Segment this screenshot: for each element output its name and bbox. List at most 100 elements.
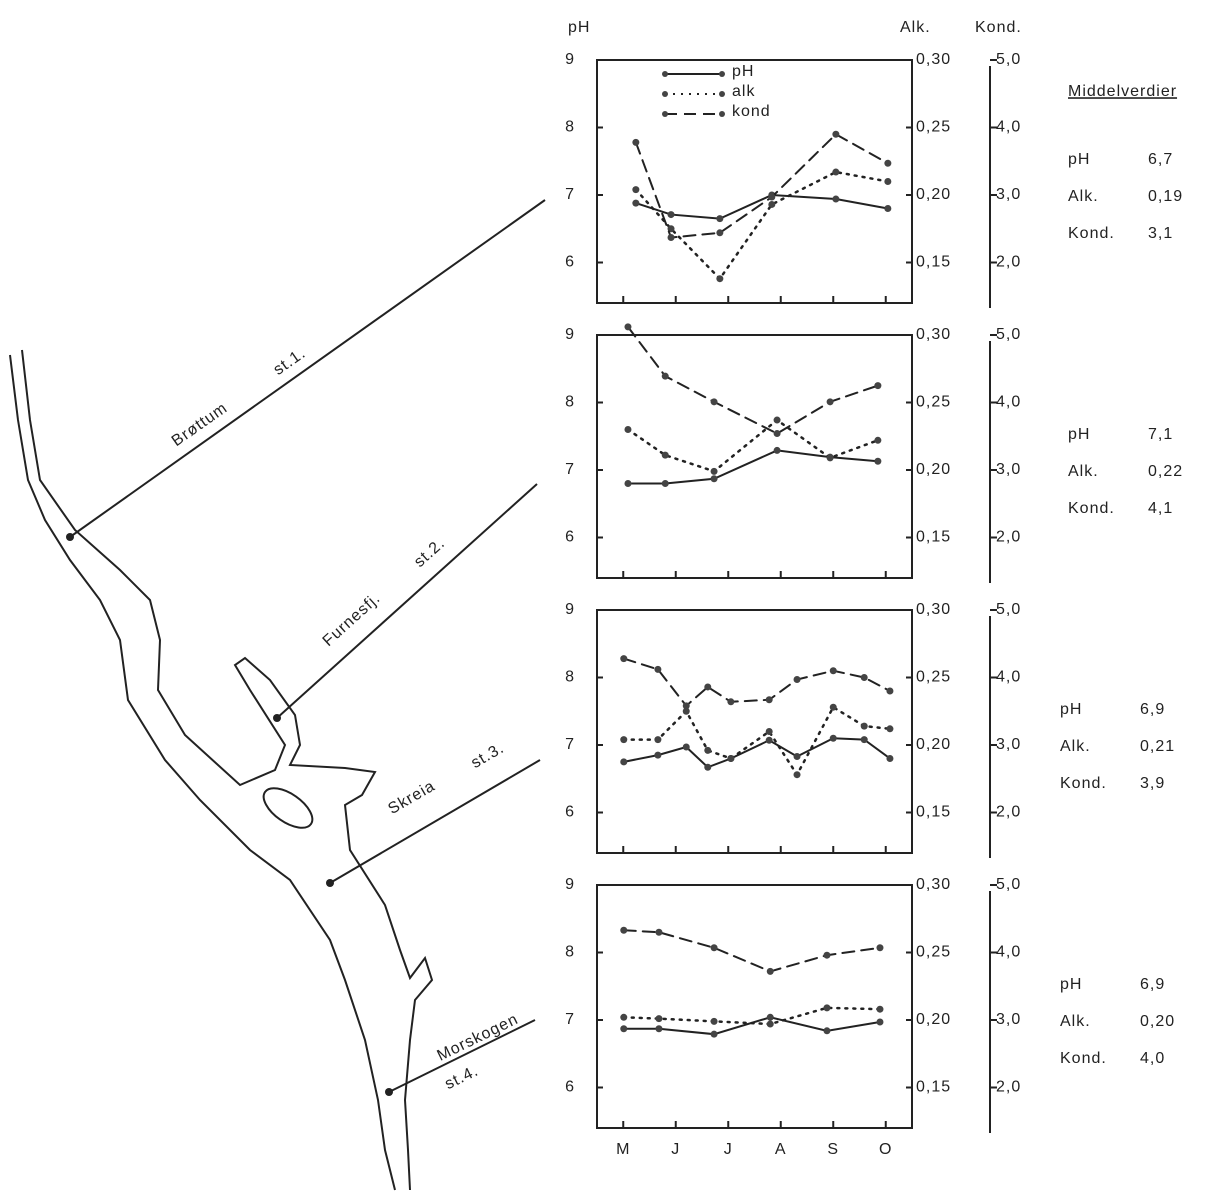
y2-tick-label: 0,15 xyxy=(916,254,951,271)
x-tick-label: J xyxy=(671,1141,680,1158)
data-point xyxy=(667,234,675,242)
station-line xyxy=(69,199,546,538)
x-tick-label: M xyxy=(616,1141,630,1158)
series-line xyxy=(622,705,892,778)
data-point xyxy=(829,703,837,711)
data-point xyxy=(620,758,628,766)
data-point xyxy=(832,130,840,138)
summary-label: pH xyxy=(1060,976,1082,993)
y3-tick-label: 4,0 xyxy=(996,944,1021,961)
y-tick-label: 6 xyxy=(565,804,575,821)
y2-tick-label: 0,20 xyxy=(916,186,951,203)
data-point xyxy=(766,967,774,975)
y2-tick-label: 0,15 xyxy=(916,1079,951,1096)
summary-label: Kond. xyxy=(1060,1050,1107,1067)
data-point xyxy=(704,763,712,771)
y-tick-label: 7 xyxy=(565,186,575,203)
river-bank xyxy=(9,354,396,1191)
series-line xyxy=(622,1016,881,1036)
y3-tick-label: 5,0 xyxy=(996,51,1021,68)
data-point xyxy=(716,215,724,223)
y-tick-label: 6 xyxy=(565,1079,575,1096)
data-point xyxy=(682,743,690,751)
data-point xyxy=(823,951,831,959)
y3-tick-label: 3,0 xyxy=(996,186,1021,203)
y-tick-label: 6 xyxy=(565,254,575,271)
series-line xyxy=(634,133,889,239)
data-point xyxy=(773,416,781,424)
y3-tick-label: 5,0 xyxy=(996,601,1021,618)
plot-frame xyxy=(596,59,913,304)
summary-value: 0,19 xyxy=(1148,188,1183,205)
y3-tick-label: 3,0 xyxy=(996,461,1021,478)
data-point xyxy=(655,928,663,936)
y3-tick-label: 2,0 xyxy=(996,529,1021,546)
station-name: Skreia xyxy=(385,778,438,818)
y-tick-label: 8 xyxy=(565,944,575,961)
data-point xyxy=(661,480,669,487)
data-point xyxy=(860,722,868,730)
station-label: st.1. xyxy=(271,345,310,379)
station-name: Brøttum xyxy=(169,399,231,450)
map xyxy=(9,199,546,1191)
series-line xyxy=(622,657,891,708)
y3-tick-label: 3,0 xyxy=(996,736,1021,753)
y3-tick-label: 5,0 xyxy=(996,876,1021,893)
data-point xyxy=(710,398,718,406)
series-line xyxy=(634,193,889,220)
data-point xyxy=(768,193,776,201)
y2-tick-label: 0,25 xyxy=(916,394,951,411)
summary-value: 6,7 xyxy=(1148,151,1173,168)
x-tick-label: S xyxy=(827,1141,839,1158)
y-tick-label: 6 xyxy=(565,529,575,546)
data-point xyxy=(829,667,837,675)
y-tick-label: 8 xyxy=(565,119,575,136)
data-point xyxy=(682,702,690,710)
station-dot xyxy=(326,879,334,887)
data-point xyxy=(886,725,894,733)
legend-dot xyxy=(719,91,725,97)
y2-tick-label: 0,20 xyxy=(916,1011,951,1028)
data-point xyxy=(624,323,632,331)
summary-value: 3,9 xyxy=(1140,775,1165,792)
data-point xyxy=(793,752,801,760)
summary-value: 3,1 xyxy=(1148,225,1173,242)
data-point xyxy=(765,728,773,735)
x-tick-label: J xyxy=(724,1141,733,1158)
y2-axis-title: Alk. xyxy=(900,19,931,36)
legend-dot xyxy=(662,111,668,117)
legend-dot xyxy=(719,111,725,117)
y3-tick-label: 4,0 xyxy=(996,669,1021,686)
data-point xyxy=(765,736,773,744)
data-point xyxy=(710,467,718,475)
data-point xyxy=(876,1005,884,1013)
summary-value: 7,1 xyxy=(1148,426,1173,443)
summary-label: Alk. xyxy=(1068,463,1099,480)
y-tick-label: 9 xyxy=(565,326,575,343)
data-point xyxy=(654,751,662,759)
data-point xyxy=(766,1020,774,1028)
island xyxy=(262,787,314,829)
y2-tick-label: 0,25 xyxy=(916,944,951,961)
data-point xyxy=(624,426,632,433)
data-point xyxy=(661,372,669,380)
station-label: st.2. xyxy=(411,535,449,571)
y3-tick-label: 3,0 xyxy=(996,1011,1021,1028)
data-point xyxy=(832,195,840,203)
station-label: st.3. xyxy=(468,740,507,772)
data-point xyxy=(793,771,801,779)
y-tick-label: 8 xyxy=(565,394,575,411)
y3-tick-label: 4,0 xyxy=(996,119,1021,136)
series-line xyxy=(622,737,891,769)
y-tick-label: 9 xyxy=(565,876,575,893)
summary-label: Alk. xyxy=(1060,738,1091,755)
y3-tick-label: 2,0 xyxy=(996,254,1021,271)
summary-label: Alk. xyxy=(1068,188,1099,205)
y2-tick-label: 0,20 xyxy=(916,736,951,753)
data-point xyxy=(727,755,735,762)
series-line xyxy=(622,929,881,973)
summary-value: 0,20 xyxy=(1140,1013,1175,1030)
data-point xyxy=(704,683,712,691)
station-dot xyxy=(273,714,281,722)
legend-label: kond xyxy=(732,103,771,120)
